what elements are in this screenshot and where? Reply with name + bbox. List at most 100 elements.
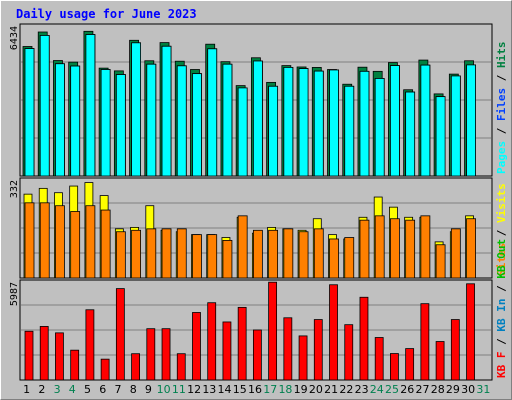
bar-pages-day-5 bbox=[85, 34, 96, 177]
bar-pages-day-29 bbox=[450, 75, 461, 177]
bar-kb-f-day-23 bbox=[359, 296, 369, 381]
legend-files: Files bbox=[495, 88, 508, 121]
x-tick-label-day-11: 11 bbox=[172, 383, 186, 396]
x-tick-label-day-15: 15 bbox=[233, 383, 247, 396]
bar-kb-f-day-9 bbox=[146, 328, 156, 381]
legend-visits: Visits bbox=[495, 183, 508, 223]
bar-pages-day-17 bbox=[268, 85, 279, 177]
legend-panel-2: Sites / Visits bbox=[495, 183, 508, 276]
bar-sites-day-16 bbox=[252, 229, 263, 279]
legend-pages: Pages bbox=[495, 141, 508, 174]
bar-sites-day-4 bbox=[70, 211, 81, 279]
bar-sites-day-15 bbox=[237, 215, 248, 279]
bar-pages-day-4 bbox=[70, 65, 81, 177]
bar-pages-day-27 bbox=[420, 64, 431, 177]
bar-kb-f-day-17 bbox=[268, 281, 278, 381]
x-tick-label-day-31: 31 bbox=[476, 383, 490, 396]
bar-sites-day-7 bbox=[115, 231, 126, 279]
x-tick-label-day-1: 1 bbox=[23, 383, 30, 396]
bar-sites-day-5 bbox=[85, 205, 96, 279]
bar-kb-f-day-22 bbox=[344, 324, 354, 381]
bar-kb-f-day-3 bbox=[55, 332, 64, 381]
bar-kb-f-day-4 bbox=[70, 349, 80, 381]
legend-kb-out: KB Out bbox=[495, 239, 508, 279]
bar-sites-day-28 bbox=[435, 244, 446, 279]
x-tick-label-day-20: 20 bbox=[309, 383, 323, 396]
bar-pages-day-8 bbox=[131, 42, 141, 177]
bar-pages-day-19 bbox=[298, 68, 309, 177]
bar-pages-day-9 bbox=[146, 63, 157, 177]
bar-pages-day-2 bbox=[39, 35, 50, 177]
bar-pages-day-1 bbox=[24, 48, 35, 177]
x-tick-label-day-16: 16 bbox=[248, 383, 262, 396]
bar-sites-day-8 bbox=[131, 229, 141, 279]
x-tick-label-day-24: 24 bbox=[370, 383, 384, 396]
x-tick-label-day-29: 29 bbox=[446, 383, 460, 396]
bar-kb-f-day-1 bbox=[24, 330, 34, 381]
x-tick-label-day-12: 12 bbox=[187, 383, 201, 396]
bar-sites-day-20 bbox=[313, 228, 324, 279]
bar-sites-day-10 bbox=[161, 228, 172, 279]
bar-sites-day-13 bbox=[207, 234, 218, 279]
bar-pages-day-15 bbox=[237, 87, 248, 177]
x-tick-label-day-17: 17 bbox=[263, 383, 277, 396]
bar-sites-day-22 bbox=[344, 237, 355, 279]
bar-pages-day-12 bbox=[192, 73, 202, 177]
x-tick-label-day-19: 19 bbox=[294, 383, 308, 396]
bar-sites-day-14 bbox=[222, 240, 233, 279]
y-axis-max-label: 332 bbox=[9, 180, 20, 198]
legend-hits: Hits bbox=[495, 42, 508, 69]
bar-pages-day-21 bbox=[329, 69, 339, 177]
legend-sites: Sites bbox=[495, 243, 508, 276]
legend-kb-f: KB F bbox=[495, 352, 508, 379]
bar-kb-f-day-13 bbox=[207, 302, 217, 381]
bar-kb-f-day-15 bbox=[237, 306, 247, 381]
bar-sites-day-25 bbox=[390, 218, 400, 279]
legend-kb-in: KB In bbox=[495, 299, 508, 332]
legend-separator: / bbox=[495, 279, 508, 299]
legend-panel-1: Pages / Files / Hits bbox=[495, 42, 508, 175]
x-tick-label-day-30: 30 bbox=[461, 383, 475, 396]
bar-sites-day-23 bbox=[359, 219, 370, 279]
x-tick-label-day-8: 8 bbox=[130, 383, 137, 396]
bar-kb-f-day-6 bbox=[100, 358, 110, 381]
bar-pages-day-7 bbox=[115, 74, 126, 177]
bar-kb-f-day-18 bbox=[283, 317, 293, 381]
bar-sites-day-2 bbox=[39, 202, 50, 279]
bar-kb-f-day-8 bbox=[131, 353, 140, 381]
x-tick-label-day-18: 18 bbox=[278, 383, 292, 396]
bar-pages-day-13 bbox=[207, 48, 218, 177]
bar-sites-day-9 bbox=[146, 228, 157, 279]
bar-pages-day-30 bbox=[466, 64, 476, 177]
legend-panel-3: KB F / KB In / KB Out bbox=[495, 239, 508, 378]
bar-kb-f-day-16 bbox=[252, 329, 262, 381]
bar-kb-f-day-25 bbox=[390, 353, 399, 381]
bar-pages-day-22 bbox=[344, 85, 355, 177]
x-tick-label-day-7: 7 bbox=[114, 383, 121, 396]
x-tick-label-day-13: 13 bbox=[202, 383, 216, 396]
bar-pages-day-11 bbox=[176, 65, 187, 177]
bar-pages-day-10 bbox=[161, 45, 172, 177]
bar-sites-day-30 bbox=[466, 218, 476, 279]
bar-sites-day-3 bbox=[55, 205, 65, 279]
bar-pages-day-28 bbox=[435, 96, 446, 177]
x-tick-label-day-5: 5 bbox=[84, 383, 91, 396]
legend-separator: / bbox=[495, 332, 508, 352]
legend-separator: / bbox=[495, 223, 508, 243]
bar-sites-day-19 bbox=[298, 231, 309, 279]
bar-kb-f-day-19 bbox=[298, 335, 308, 381]
x-tick-label-day-6: 6 bbox=[99, 383, 106, 396]
bar-pages-day-26 bbox=[405, 91, 416, 177]
bar-pages-day-23 bbox=[359, 70, 370, 177]
bar-pages-day-25 bbox=[390, 65, 400, 177]
x-tick-label-day-25: 25 bbox=[385, 383, 399, 396]
bar-kb-f-day-11 bbox=[176, 353, 186, 381]
x-tick-label-day-23: 23 bbox=[355, 383, 369, 396]
bar-kb-f-day-21 bbox=[329, 284, 338, 381]
x-tick-label-day-10: 10 bbox=[157, 383, 171, 396]
legend-separator: / bbox=[495, 121, 508, 141]
bar-kb-f-day-29 bbox=[450, 319, 460, 381]
bar-kb-f-day-2 bbox=[39, 326, 49, 381]
bar-pages-day-20 bbox=[313, 70, 324, 177]
